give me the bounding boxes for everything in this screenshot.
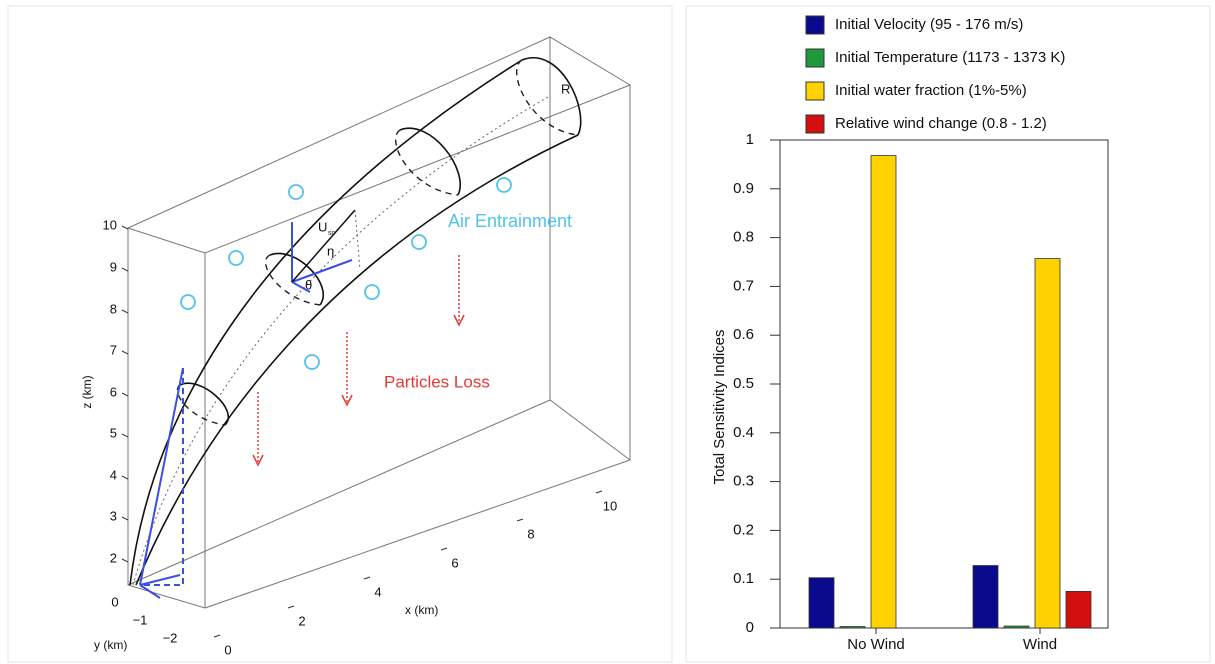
theta-label: θ <box>305 277 312 292</box>
z-tick-label: 2 <box>110 550 117 565</box>
x-tick-label: 10 <box>603 498 617 513</box>
y-tick-label: 0 <box>746 619 754 636</box>
y-tick-label: 0.5 <box>733 375 754 392</box>
y-tick-label: 0.6 <box>733 326 754 343</box>
z-tick <box>122 476 128 479</box>
x-tick-label: 8 <box>527 526 534 541</box>
radius-label: R <box>561 81 570 96</box>
swirls <box>181 178 511 369</box>
z-tick <box>122 351 128 354</box>
bar <box>1066 591 1091 628</box>
z-tick-label: 10 <box>103 217 117 232</box>
y-tick-label: −1 <box>133 612 148 627</box>
bar <box>809 578 834 628</box>
z-tick-label: 3 <box>110 508 117 523</box>
vectors <box>140 210 360 598</box>
loss-arrows <box>253 255 464 465</box>
y-tick-label: 0.3 <box>733 473 754 490</box>
z-tick <box>122 434 128 437</box>
y-axis-title: Total Sensitivity Indices <box>711 329 728 484</box>
x-tick <box>288 606 294 608</box>
z-tick <box>122 268 128 271</box>
x-tick-label: 2 <box>298 613 305 628</box>
eta-label: η <box>327 243 334 258</box>
x-tick <box>214 635 220 637</box>
x-tick <box>517 519 523 521</box>
legend-swatch <box>806 49 824 67</box>
loss-label: Particles Loss <box>384 372 490 391</box>
z-tick <box>122 226 128 229</box>
y-tick-label: 1 <box>746 131 754 148</box>
z-tick-label: 5 <box>110 425 117 440</box>
x-tick-label: Wind <box>1023 636 1057 653</box>
z-axis-label: z (km) <box>80 375 94 408</box>
z-tick <box>122 517 128 520</box>
z-tick <box>122 559 128 562</box>
x-tick-label: No Wind <box>847 636 905 653</box>
air-label: Air Entrainment <box>448 211 572 231</box>
y-tick-label: 0.8 <box>733 229 754 246</box>
legend-swatch <box>806 16 824 34</box>
x-tick <box>364 577 370 579</box>
y-tick-label: 0 <box>111 594 118 609</box>
legend-label: Relative wind change (0.8 - 1.2) <box>835 115 1047 132</box>
legend-swatch <box>806 82 824 100</box>
y-tick-label: 0.4 <box>733 424 754 441</box>
plume <box>130 58 581 585</box>
box <box>128 37 630 608</box>
right-panel <box>686 6 1210 662</box>
velocity-sub: sc <box>328 230 336 237</box>
bar <box>973 566 998 628</box>
z-tick <box>122 393 128 396</box>
z-tick <box>122 310 128 313</box>
z-tick-label: 7 <box>110 342 117 357</box>
y-axis-label: y (km) <box>94 638 127 652</box>
y-tick-label: 0.9 <box>733 180 754 197</box>
z-tick-label: 8 <box>110 301 117 316</box>
y-tick-label: 0.1 <box>733 570 754 587</box>
bar <box>1035 259 1060 628</box>
z-tick-label: 9 <box>110 259 117 274</box>
x-tick <box>596 491 602 493</box>
page: Air Entrainment Particles Loss R U sc η … <box>0 0 1215 664</box>
x-tick-label: 4 <box>374 584 381 599</box>
x-tick-label: 6 <box>451 555 458 570</box>
left-panel <box>8 6 672 662</box>
legend-swatch <box>806 115 824 133</box>
bar <box>871 156 896 628</box>
z-tick-label: 4 <box>110 467 117 482</box>
x-tick-label: 0 <box>224 642 231 657</box>
bar <box>840 627 865 628</box>
y-tick-label: 0.2 <box>733 521 754 538</box>
x-tick <box>441 548 447 550</box>
velocity-label: U <box>318 219 327 234</box>
legend-label: Initial Velocity (95 - 176 m/s) <box>835 16 1023 33</box>
legend-label: Initial water fraction (1%-5%) <box>835 82 1027 99</box>
bar <box>1004 626 1029 628</box>
y-tick-label: 0.7 <box>733 277 754 294</box>
legend-label: Initial Temperature (1173 - 1373 K) <box>835 49 1065 66</box>
figure: Air Entrainment Particles Loss R U sc η … <box>0 0 1215 664</box>
z-tick-label: 6 <box>110 384 117 399</box>
y-tick-label: −2 <box>163 630 178 645</box>
x-axis-label: x (km) <box>405 603 438 617</box>
